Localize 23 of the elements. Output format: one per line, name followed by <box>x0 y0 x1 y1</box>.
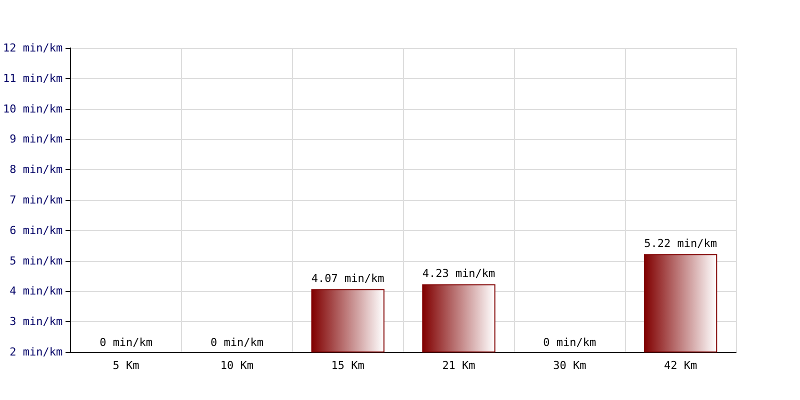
x-tick-label: 30 Km <box>553 359 587 372</box>
x-tick-label: 5 Km <box>112 359 140 372</box>
y-tick-label: 11 min/km <box>2 72 63 85</box>
x-tick-label: 42 Km <box>664 359 698 372</box>
y-tick-label: 9 min/km <box>10 132 63 146</box>
y-tick-label: 2 min/km <box>10 346 63 358</box>
y-tick-label: 5 min/km <box>10 254 63 268</box>
y-tick-label: 12 min/km <box>2 42 63 54</box>
x-tick-label: 15 Km <box>331 359 365 372</box>
text: 0 min/km <box>543 336 596 349</box>
x-tick-label: 21 Km <box>442 359 476 372</box>
text: 0 min/km <box>210 336 264 349</box>
y-tick-label: 3 min/km <box>10 315 63 328</box>
y-tick-label: 10 min/km <box>2 102 63 116</box>
y-tick-label: 7 min/km <box>10 194 63 206</box>
text: 0 min/km <box>100 336 153 349</box>
data-label: 4.23 min/km <box>422 267 496 280</box>
y-tick-label: 4 min/km <box>10 284 63 298</box>
data-label: 4.07 min/km <box>311 272 385 286</box>
data-label: 5.22 min/km <box>644 237 718 250</box>
y-tick-label: 8 min/km <box>10 163 63 176</box>
x-tick-label: 10 Km <box>220 359 254 372</box>
y-tick-label: 6 min/km <box>10 224 63 237</box>
